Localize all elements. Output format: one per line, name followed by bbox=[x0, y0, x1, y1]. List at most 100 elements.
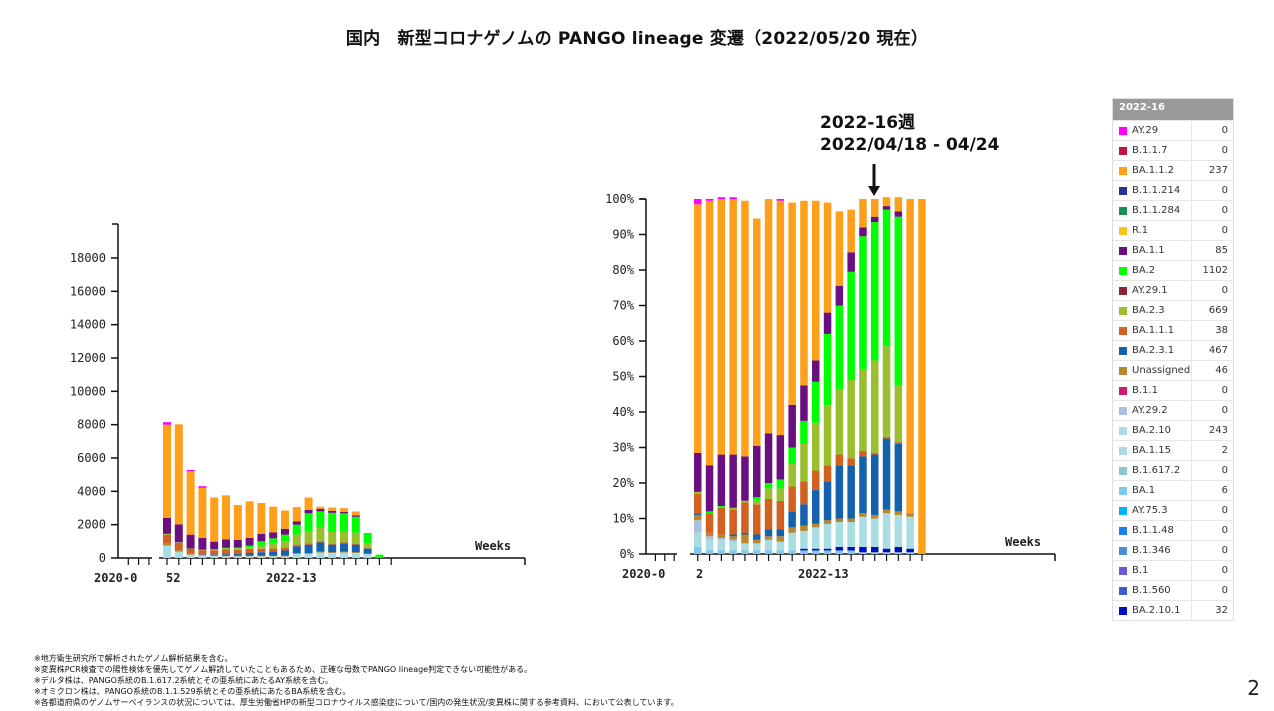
bar-segment-ba.2.10.1[interactable] bbox=[894, 546, 903, 553]
bar-segment-ba.1.1[interactable] bbox=[729, 454, 737, 508]
bar-segment-ba.2.10.1[interactable] bbox=[859, 546, 867, 553]
legend-row[interactable]: B.1 0 bbox=[1113, 560, 1233, 580]
bar-segment-ba.2.10[interactable] bbox=[717, 539, 726, 551]
bar-segment-ba.2.10[interactable] bbox=[871, 518, 879, 547]
legend-row[interactable]: AY.29.2 0 bbox=[1113, 400, 1233, 420]
legend-row[interactable]: BA.2.10.1 32 bbox=[1113, 600, 1233, 620]
bar-segment-ba.2[interactable] bbox=[269, 538, 278, 544]
bar-segment-ba.2[interactable] bbox=[882, 209, 891, 347]
bar-segment-ba.1.1[interactable] bbox=[823, 312, 832, 334]
bar-segment-ba.2[interactable] bbox=[788, 447, 796, 464]
bar-segment-ba.2.3[interactable] bbox=[304, 531, 313, 544]
bar-segment-ba.1.15+ba.1[interactable] bbox=[363, 553, 372, 558]
bar-segment-ba.1.15+ba.1[interactable] bbox=[351, 553, 360, 558]
bar-segment-ba.2.3.1[interactable] bbox=[257, 552, 266, 556]
bar-segment-ba.1.1.2[interactable] bbox=[776, 200, 785, 436]
bar-segment-ba.1.1.1[interactable] bbox=[328, 543, 337, 545]
bar-segment-ba.2.3[interactable] bbox=[163, 533, 171, 535]
bar-segment-ba.2.3[interactable] bbox=[729, 507, 737, 510]
bar-segment-unassigned[interactable] bbox=[812, 523, 820, 528]
bar-segment-ba.1.15+ba.1[interactable] bbox=[198, 555, 207, 559]
legend-row[interactable]: BA.1.1.2 237 bbox=[1113, 160, 1233, 180]
legend-row[interactable]: B.1.617.2 0 bbox=[1113, 460, 1233, 480]
bar-segment-ay.29.2[interactable] bbox=[729, 539, 737, 542]
bar-segment-ba.2.3.1[interactable] bbox=[198, 554, 207, 555]
bar-segment-ba.1.1.1[interactable] bbox=[363, 548, 372, 549]
bar-segment-unassigned[interactable] bbox=[705, 532, 714, 537]
bar-segment-ba.1.1.1[interactable] bbox=[351, 544, 360, 545]
bar-segment-ba.1.1.1[interactable] bbox=[233, 549, 242, 554]
bar-segment-ba.1.1.1[interactable] bbox=[340, 542, 348, 544]
bar-segment-ba.1.1.1[interactable] bbox=[281, 548, 289, 551]
bar-segment-ba.1[interactable] bbox=[871, 552, 879, 554]
bar-segment-ba.2[interactable] bbox=[245, 545, 254, 548]
bar-segment-unassigned[interactable] bbox=[257, 555, 266, 557]
bar-segment-ba.1.1[interactable] bbox=[245, 538, 254, 546]
bar-segment-ay.29[interactable] bbox=[163, 422, 171, 425]
bar-segment-ba.2[interactable] bbox=[340, 513, 348, 532]
bar-segment-ba.2.3[interactable] bbox=[351, 532, 360, 544]
bar-segment-ba.1.1.1[interactable] bbox=[812, 470, 820, 491]
bar-segment-unassigned[interactable] bbox=[292, 553, 301, 554]
bar-segment-ba.2.3.1[interactable] bbox=[764, 529, 773, 537]
bar-segment-ba.2.3.1[interactable] bbox=[894, 443, 903, 512]
bar-segment-ba.1.1.2[interactable] bbox=[304, 497, 313, 511]
bar-segment-unassigned[interactable] bbox=[233, 555, 242, 557]
legend-row[interactable]: B.1.1 0 bbox=[1113, 380, 1233, 400]
bar-segment-ba.2.3.1[interactable] bbox=[847, 465, 855, 519]
bar-segment-ba.1.1[interactable] bbox=[788, 404, 796, 448]
bar-segment-unassigned[interactable] bbox=[871, 514, 879, 519]
bar-segment-ba.1.1.2[interactable] bbox=[800, 200, 808, 386]
bar-segment-ba.1.1.1[interactable] bbox=[835, 454, 844, 466]
bar-segment-ba.2.3[interactable] bbox=[340, 531, 348, 543]
bar-segment-ba.1[interactable] bbox=[882, 552, 891, 554]
bar-segment-ba.2.3.1[interactable] bbox=[340, 543, 348, 552]
bar-segment-ba.1.1[interactable] bbox=[363, 533, 372, 535]
legend-row[interactable]: BA.1.15 2 bbox=[1113, 440, 1233, 460]
bar-segment-ba.1.1[interactable] bbox=[174, 524, 183, 543]
bar-segment-ba.2.10.1[interactable] bbox=[906, 548, 914, 553]
bar-segment-ba.2.3.1[interactable] bbox=[859, 456, 867, 514]
bar-segment-unassigned[interactable] bbox=[835, 518, 844, 523]
bar-segment-ba.1.1.2[interactable] bbox=[210, 497, 219, 542]
bar-segment-ba.1.1.1[interactable] bbox=[764, 498, 773, 530]
bar-segment-ba.2[interactable] bbox=[835, 305, 844, 389]
bar-segment-ba.1[interactable] bbox=[906, 552, 914, 554]
bar-segment-ba.1.1[interactable] bbox=[281, 528, 289, 535]
bar-segment-ba.1.15+ba.1[interactable] bbox=[174, 551, 183, 558]
bar-segment-ba.1.1[interactable] bbox=[351, 515, 360, 517]
bar-segment-ba.2.3.1[interactable] bbox=[694, 513, 702, 515]
bar-segment-ba.1.1.1[interactable] bbox=[304, 543, 313, 545]
bar-segment-ba.1.1[interactable] bbox=[292, 521, 301, 525]
bar-segment-ba.2.10[interactable] bbox=[788, 532, 796, 551]
bar-segment-unassigned[interactable] bbox=[694, 514, 702, 521]
bar-segment-ba.2.10.1[interactable] bbox=[835, 546, 844, 551]
bar-segment-unassigned[interactable] bbox=[847, 518, 855, 523]
bar-segment-ba.2[interactable] bbox=[871, 222, 879, 361]
bar-segment-ba.1.1.2[interactable] bbox=[281, 510, 289, 529]
bar-segment-ba.1.1.2[interactable] bbox=[764, 199, 773, 434]
legend-row[interactable]: B.1.1.48 0 bbox=[1113, 520, 1233, 540]
bar-segment-ba.2[interactable] bbox=[823, 333, 832, 405]
bar-segment-ba.1.1[interactable] bbox=[257, 533, 266, 542]
bar-segment-ba.1.15+ba.1[interactable] bbox=[340, 552, 348, 559]
bar-segment-ba.1.1.1[interactable] bbox=[717, 507, 726, 535]
bar-segment-ba.1.1[interactable] bbox=[753, 445, 761, 498]
bar-segment-unassigned[interactable] bbox=[245, 555, 254, 557]
bar-segment-ba.1.1[interactable] bbox=[835, 285, 844, 306]
bar-segment-ba.1.15+ba.1[interactable] bbox=[292, 553, 301, 558]
bar-segment-ba.2.3[interactable] bbox=[222, 548, 230, 550]
bar-segment-ba.1.1[interactable] bbox=[210, 541, 219, 550]
bar-segment-ba.2.3.1[interactable] bbox=[316, 542, 325, 552]
bar-segment-ay.29.2[interactable] bbox=[694, 520, 702, 533]
bar-segment-ba.1.15+ba.1[interactable] bbox=[316, 552, 325, 559]
bar-segment-ba.1.1.2[interactable] bbox=[717, 199, 726, 455]
bar-segment-ba.1.1.2[interactable] bbox=[363, 533, 372, 534]
bar-segment-ba.1.1.2[interactable] bbox=[340, 508, 348, 512]
bar-segment-ba.2.3[interactable] bbox=[269, 543, 278, 549]
bar-segment-ba.1.1.2[interactable] bbox=[823, 202, 832, 313]
legend-row[interactable]: BA.2.3.1 467 bbox=[1113, 340, 1233, 360]
legend-row[interactable]: BA.2.10 243 bbox=[1113, 420, 1233, 440]
bar-segment-ba.1.1.2[interactable] bbox=[163, 424, 171, 518]
legend-row[interactable]: B.1.1.214 0 bbox=[1113, 180, 1233, 200]
